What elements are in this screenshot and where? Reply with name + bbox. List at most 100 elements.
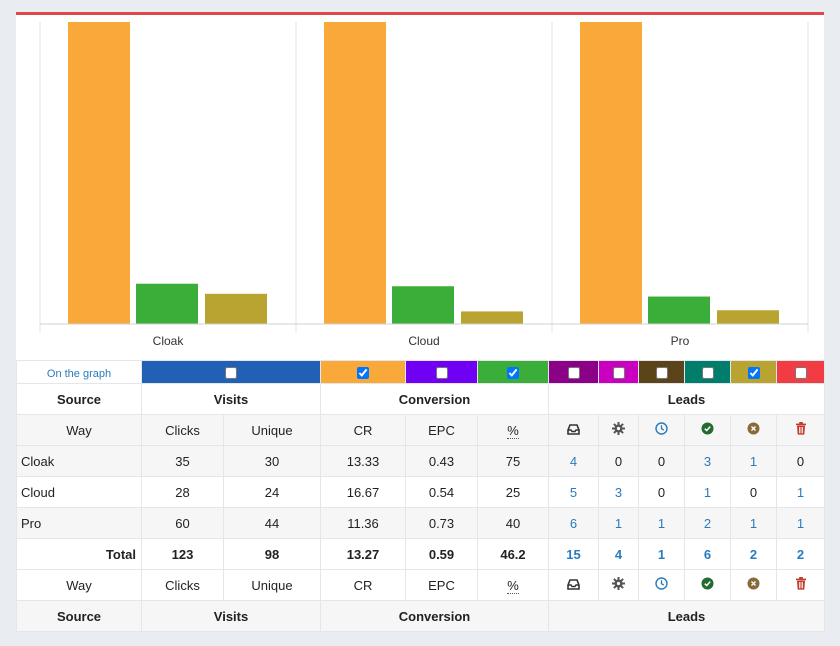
leads-inbox-column-header[interactable] — [548, 414, 599, 446]
leads-x-circle-column-header[interactable] — [730, 569, 777, 601]
lead-count-link[interactable]: 2 — [796, 546, 805, 562]
cr-column-header[interactable]: CR — [320, 569, 406, 601]
leads-x-circle-cell[interactable]: 2 — [730, 538, 777, 570]
leads-gear-column-header[interactable] — [598, 414, 639, 446]
leads-gear-cell[interactable]: 3 — [598, 476, 639, 508]
graph-series-checkbox-5[interactable] — [612, 367, 625, 380]
percent-column-header[interactable]: % — [477, 569, 549, 601]
bar-pro-1[interactable] — [648, 296, 710, 324]
lead-count-link[interactable]: 4 — [614, 546, 623, 562]
bar-cloak-2[interactable] — [205, 293, 267, 324]
leads-x-circle-cell[interactable]: 1 — [730, 445, 777, 477]
graph-series-checkbox-6[interactable] — [655, 367, 668, 380]
way-column-header[interactable]: Way — [16, 414, 142, 446]
pct-cell: 25 — [477, 476, 549, 508]
graph-color-swatch-8[interactable] — [730, 360, 777, 384]
leads-inbox-cell[interactable]: 5 — [548, 476, 599, 508]
lead-count-link[interactable]: 6 — [569, 515, 578, 531]
graph-series-checkbox-7[interactable] — [701, 367, 714, 380]
clicks-column-header[interactable]: Clicks — [141, 414, 224, 446]
way-column-header-text: Way — [66, 422, 92, 438]
graph-color-swatch-4[interactable] — [548, 360, 599, 384]
lead-count-link[interactable]: 3 — [703, 453, 712, 469]
way-column-header[interactable]: Way — [16, 569, 142, 601]
lead-count-link[interactable]: 4 — [569, 453, 578, 469]
on-the-graph-text[interactable]: On the graph — [46, 367, 112, 380]
lead-count-link[interactable]: 2 — [749, 546, 758, 562]
lead-count-link[interactable]: 1 — [749, 515, 758, 531]
graph-color-swatch-5[interactable] — [598, 360, 639, 384]
bar-cloud-0[interactable] — [324, 22, 386, 324]
lead-count-link[interactable]: 1 — [657, 515, 666, 531]
lead-count-link[interactable]: 6 — [703, 546, 712, 562]
graph-color-swatch-7[interactable] — [684, 360, 731, 384]
bar-cloud-1[interactable] — [392, 286, 454, 324]
leads-gear-column-header[interactable] — [598, 569, 639, 601]
unique-column-header[interactable]: Unique — [223, 414, 321, 446]
lead-count-link[interactable]: 1 — [657, 546, 666, 562]
source-header: Source — [16, 600, 142, 632]
lead-count-link[interactable]: 15 — [566, 546, 581, 562]
graph-series-checkbox-4[interactable] — [567, 367, 580, 380]
graph-series-checkbox-2[interactable] — [435, 367, 448, 380]
unique-column-header-text: Unique — [251, 422, 293, 438]
lead-count-link[interactable]: 1 — [749, 453, 758, 469]
graph-series-checkbox-0[interactable] — [225, 367, 237, 380]
leads-trash-cell[interactable]: 1 — [776, 507, 825, 539]
leads-clock-column-header[interactable] — [638, 569, 685, 601]
leads-inbox-cell[interactable]: 6 — [548, 507, 599, 539]
graph-color-swatch-9[interactable] — [776, 360, 825, 384]
leads-trash-cell[interactable]: 1 — [776, 476, 825, 508]
lead-count-link[interactable]: 1 — [796, 484, 805, 500]
bar-pro-2[interactable] — [717, 310, 779, 324]
column-header-row-top: Way Clicks Unique CR EPC% — [16, 414, 825, 446]
leads-check-circle-cell[interactable]: 3 — [684, 445, 731, 477]
graph-series-checkbox-1[interactable] — [357, 367, 369, 380]
leads-clock-column-header[interactable] — [638, 414, 685, 446]
leads-trash-cell[interactable]: 2 — [776, 538, 825, 570]
percent-column-header[interactable]: % — [477, 414, 549, 446]
leads-trash-column-header[interactable] — [776, 569, 825, 601]
bar-pro-0[interactable] — [580, 22, 642, 324]
epc-column-header[interactable]: EPC — [405, 569, 478, 601]
graph-color-swatch-6[interactable] — [638, 360, 685, 384]
leads-check-circle-cell[interactable]: 2 — [684, 507, 731, 539]
report-panel: Cloak Cloud Pro On the graph Source Visits… — [16, 12, 825, 632]
leads-check-circle-cell[interactable]: 1 — [684, 476, 731, 508]
leads-gear-cell[interactable]: 1 — [598, 507, 639, 539]
leads-clock-cell[interactable]: 1 — [638, 507, 685, 539]
epc-column-header[interactable]: EPC — [405, 414, 478, 446]
lead-count-link[interactable]: 1 — [614, 515, 623, 531]
lead-count-link[interactable]: 1 — [796, 515, 805, 531]
lead-count-link[interactable]: 2 — [703, 515, 712, 531]
leads-clock-cell[interactable]: 1 — [638, 538, 685, 570]
cr-column-header-text: CR — [353, 577, 373, 593]
lead-count-link[interactable]: 3 — [614, 484, 623, 500]
graph-color-swatch-0[interactable] — [141, 360, 321, 384]
cr-column-header[interactable]: CR — [320, 414, 406, 446]
bar-cloak-1[interactable] — [136, 283, 198, 324]
graph-series-checkbox-9[interactable] — [794, 367, 807, 380]
leads-inbox-cell[interactable]: 4 — [548, 445, 599, 477]
graph-series-checkbox-3[interactable] — [507, 367, 519, 380]
leads-check-circle-column-header[interactable] — [684, 414, 731, 446]
leads-check-circle-column-header[interactable] — [684, 569, 731, 601]
leads-inbox-cell[interactable]: 15 — [548, 538, 599, 570]
graph-color-swatch-2[interactable] — [405, 360, 478, 384]
leads-gear-cell[interactable]: 4 — [598, 538, 639, 570]
graph-color-swatch-1[interactable] — [320, 360, 406, 384]
leads-x-circle-cell[interactable]: 1 — [730, 507, 777, 539]
leads-inbox-column-header[interactable] — [548, 569, 599, 601]
bar-cloud-2[interactable] — [461, 311, 523, 324]
on-the-graph-label[interactable]: On the graph — [16, 360, 142, 384]
bar-cloak-0[interactable] — [68, 22, 130, 324]
clicks-column-header[interactable]: Clicks — [141, 569, 224, 601]
leads-trash-column-header[interactable] — [776, 414, 825, 446]
leads-check-circle-cell[interactable]: 6 — [684, 538, 731, 570]
leads-x-circle-column-header[interactable] — [730, 414, 777, 446]
unique-column-header[interactable]: Unique — [223, 569, 321, 601]
lead-count-link[interactable]: 1 — [703, 484, 712, 500]
graph-series-checkbox-8[interactable] — [747, 367, 760, 380]
lead-count-link[interactable]: 5 — [569, 484, 578, 500]
graph-color-swatch-3[interactable] — [477, 360, 549, 384]
